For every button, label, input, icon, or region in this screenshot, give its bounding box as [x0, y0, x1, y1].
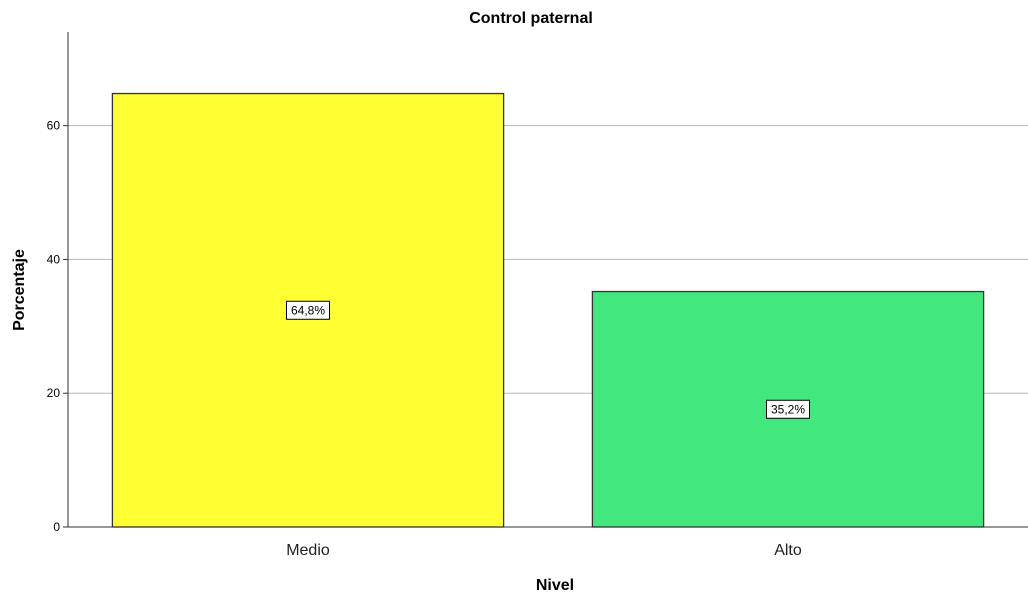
x-axis-title: Nivel [536, 577, 574, 594]
x-axis: Medio Alto [68, 526, 1028, 559]
x-tick-label: Alto [774, 542, 802, 559]
data-labels: 64,8% 35,2% [286, 300, 810, 419]
x-tick-label: Medio [286, 542, 330, 559]
data-label-box [286, 300, 330, 320]
y-tick-label: 0 [53, 520, 60, 534]
y-axis-title: Porcentaje [11, 249, 28, 331]
data-label-text: 64,8% [291, 303, 325, 317]
chart-title: Control paternal [469, 10, 593, 27]
data-label-text: 35,2% [771, 402, 805, 416]
bars [111, 92, 985, 528]
data-label-box [766, 399, 810, 419]
y-axis: 0 20 40 60 [47, 32, 69, 534]
y-tick-label: 60 [47, 119, 61, 133]
data-label-alto: 35,2% [766, 399, 810, 419]
data-label-medio: 64,8% [286, 300, 330, 320]
y-tick-label: 20 [47, 386, 61, 400]
y-tick-label: 40 [47, 252, 61, 266]
